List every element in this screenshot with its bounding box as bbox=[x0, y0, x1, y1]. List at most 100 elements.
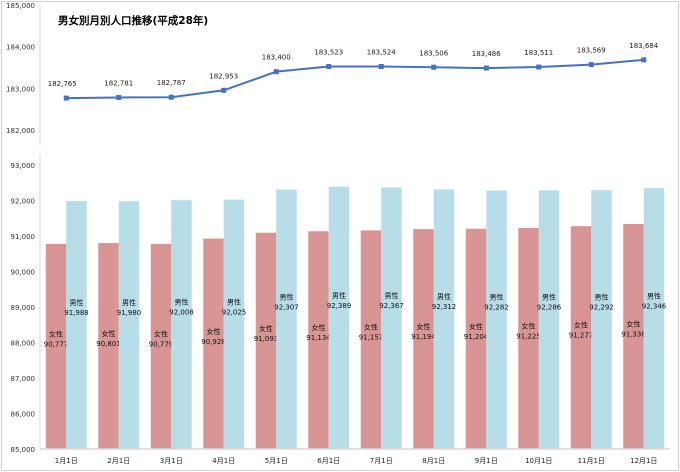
female-bar bbox=[45, 243, 67, 449]
line-series bbox=[66, 58, 644, 100]
bar-data-label: 90,777 bbox=[44, 340, 69, 348]
line-data-label: 182,781 bbox=[104, 79, 133, 87]
bar-data-label: 91,204 bbox=[464, 333, 489, 341]
bar-series-label: 男性 bbox=[595, 293, 609, 302]
bar-data-label: 92,008 bbox=[169, 309, 194, 317]
y-tick-label-bottom: 91,000 bbox=[11, 233, 36, 241]
line-data-label: 183,684 bbox=[629, 42, 658, 50]
bar-series-label: 女性 bbox=[574, 321, 588, 330]
bar-series-label: 男性 bbox=[385, 291, 399, 300]
bar-data-label: 92,282 bbox=[484, 304, 509, 312]
y-tick-label-bottom: 87,000 bbox=[11, 375, 36, 383]
x-tick-label: 10月1日 bbox=[525, 457, 552, 465]
x-tick-label: 8月1日 bbox=[422, 457, 445, 465]
line-data-label: 183,486 bbox=[472, 50, 501, 58]
line-data-label: 183,569 bbox=[577, 47, 606, 55]
female-bar bbox=[623, 224, 644, 449]
line-marker bbox=[588, 62, 594, 68]
male-bar bbox=[486, 190, 507, 449]
female-bar bbox=[360, 230, 382, 449]
female-bar bbox=[518, 228, 539, 449]
male-bar bbox=[118, 201, 140, 449]
x-tick-label: 3月1日 bbox=[160, 457, 183, 465]
y-tick-label-bottom: 90,000 bbox=[11, 269, 36, 277]
bar-data-label: 91,338 bbox=[621, 331, 646, 339]
male-bar bbox=[66, 200, 87, 449]
y-tick-label-bottom: 88,000 bbox=[11, 340, 36, 348]
bar-series-label: 女性 bbox=[207, 327, 221, 336]
bar-data-label: 91,988 bbox=[64, 309, 89, 317]
line-data-label: 183,524 bbox=[367, 49, 396, 57]
bar-data-label: 91,134 bbox=[306, 334, 331, 342]
y-tick-label-top: 182,000 bbox=[6, 127, 35, 135]
line-data-label: 182,953 bbox=[209, 72, 238, 80]
line-marker bbox=[378, 64, 384, 69]
y-tick-label-bottom: 85,000 bbox=[11, 446, 36, 454]
bar-series-label: 男性 bbox=[437, 292, 451, 301]
x-tick-label: 4月1日 bbox=[212, 457, 235, 465]
bar-series-label: 女性 bbox=[259, 324, 273, 333]
male-bar bbox=[538, 190, 560, 450]
male-bar bbox=[381, 187, 402, 449]
line-marker bbox=[63, 95, 69, 101]
y-tick-label-bottom: 93,000 bbox=[11, 162, 36, 170]
bar-data-label: 91,157 bbox=[359, 334, 384, 342]
male-bar bbox=[223, 199, 245, 449]
female-bar bbox=[98, 243, 119, 449]
line-marker bbox=[431, 64, 437, 70]
male-bar bbox=[328, 186, 350, 450]
y-tick-label-top: 183,000 bbox=[6, 85, 35, 93]
bar-data-label: 92,389 bbox=[327, 302, 352, 310]
bar-series-label: 男性 bbox=[122, 298, 136, 307]
male-bar bbox=[171, 200, 192, 449]
y-tick-label-bottom: 89,000 bbox=[11, 304, 36, 312]
bar-data-label: 92,286 bbox=[537, 304, 562, 312]
x-tick-label: 9月1日 bbox=[475, 457, 498, 465]
bar-series-label: 男性 bbox=[70, 298, 84, 307]
bar-data-label: 92,292 bbox=[589, 304, 614, 312]
line-marker bbox=[273, 69, 279, 75]
bar-series-label: 男性 bbox=[490, 293, 504, 302]
bar-series-label: 女性 bbox=[154, 329, 168, 338]
male-bar bbox=[591, 190, 612, 449]
bar-data-label: 91,225 bbox=[516, 333, 541, 341]
bar-data-label: 92,312 bbox=[432, 303, 457, 311]
female-bar bbox=[150, 243, 172, 449]
bar-series-label: 女性 bbox=[102, 329, 116, 338]
male-bar bbox=[276, 189, 297, 449]
line-marker bbox=[116, 94, 122, 100]
line-data-label: 182,787 bbox=[157, 79, 186, 87]
line-data-label: 182,765 bbox=[48, 80, 77, 88]
line-marker bbox=[326, 64, 332, 70]
x-tick-label: 5月1日 bbox=[265, 457, 288, 465]
y-tick-label-top: 185,000 bbox=[6, 2, 35, 10]
line-data-label: 183,400 bbox=[262, 54, 291, 62]
bar-series-label: 女性 bbox=[522, 322, 536, 331]
bar-data-label: 92,346 bbox=[642, 303, 667, 311]
bar-data-label: 91,277 bbox=[569, 332, 594, 340]
bar-data-label: 91,093 bbox=[254, 335, 279, 343]
x-tick-label: 1月1日 bbox=[55, 457, 78, 465]
y-tick-label-bottom: 92,000 bbox=[11, 198, 36, 206]
bar-series-label: 男性 bbox=[175, 298, 189, 307]
x-tick-label: 12月1日 bbox=[630, 457, 657, 465]
bar-series-label: 女性 bbox=[627, 320, 641, 329]
y-tick-label-bottom: 86,000 bbox=[11, 411, 36, 419]
male-bar bbox=[643, 188, 665, 450]
line-marker bbox=[641, 57, 647, 63]
bar-data-label: 90,928 bbox=[201, 338, 226, 346]
bar-series-label: 男性 bbox=[280, 292, 294, 301]
bar-data-label: 90,801 bbox=[96, 340, 121, 348]
bar-data-label: 91,980 bbox=[117, 309, 142, 317]
bar-series-label: 女性 bbox=[417, 322, 431, 331]
line-data-label: 183,523 bbox=[314, 49, 343, 57]
x-tick-label: 6月1日 bbox=[317, 457, 340, 465]
bar-data-label: 90,779 bbox=[149, 340, 174, 348]
bar-series-label: 女性 bbox=[49, 329, 63, 338]
y-tick-label-top: 184,000 bbox=[6, 44, 35, 52]
x-tick-label: 2月1日 bbox=[107, 457, 130, 465]
bar-series-label: 女性 bbox=[312, 323, 326, 332]
bar-series-label: 男性 bbox=[227, 297, 241, 306]
